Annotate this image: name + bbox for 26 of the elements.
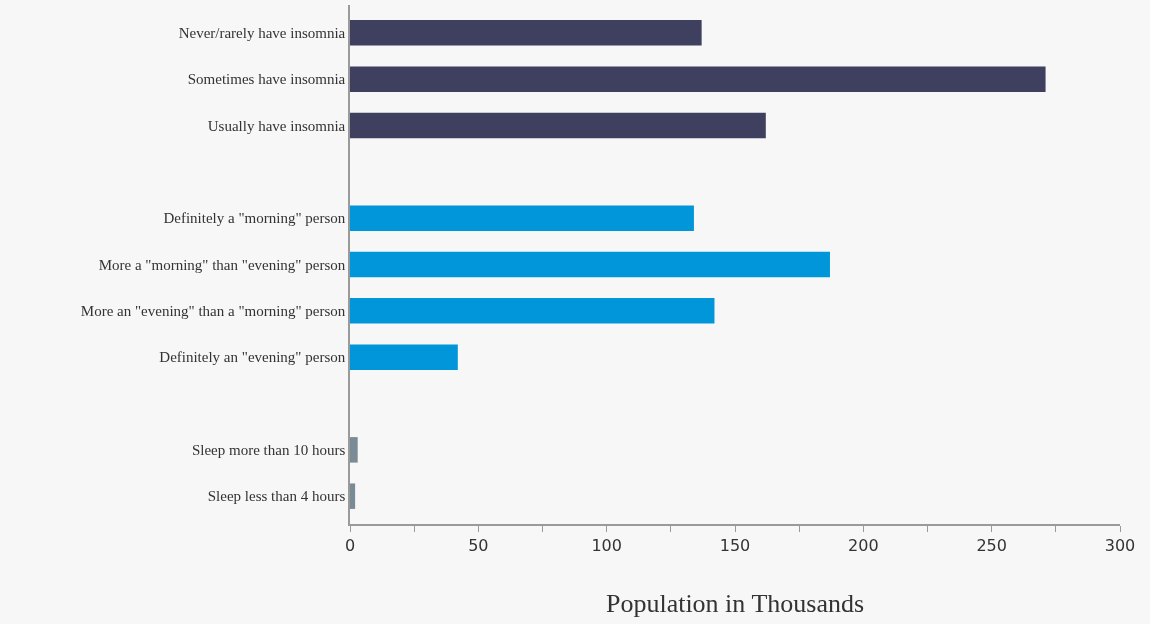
bar <box>350 344 458 370</box>
bar <box>350 205 694 231</box>
y-tick-label: Definitely an "evening" person <box>159 349 346 366</box>
y-tick-label: Usually have insomnia <box>207 117 346 134</box>
y-tick-label: Sometimes have insomnia <box>187 71 346 88</box>
bar <box>350 437 358 463</box>
bar <box>350 66 1046 92</box>
bar <box>350 20 702 46</box>
y-tick-label: Sleep less than 4 hours <box>207 488 346 505</box>
x-tick-label: 150 <box>719 535 751 555</box>
bar <box>350 298 715 324</box>
bar <box>350 251 830 278</box>
y-tick-label: Definitely a "morning" person <box>163 210 346 227</box>
y-tick-label: More a "morning" than "evening" person <box>98 256 346 273</box>
y-tick-label: More an "evening" than a "morning" person <box>80 303 346 320</box>
x-axis-title: Population in Thousands <box>605 589 865 619</box>
x-tick-label: 200 <box>848 535 879 555</box>
bar <box>350 483 356 509</box>
x-tick-label: 100 <box>591 535 622 555</box>
bar <box>350 112 766 139</box>
x-tick-label: 250 <box>976 535 1007 555</box>
y-tick-label: Never/rarely have insomnia <box>178 25 346 42</box>
x-tick-label: 300 <box>1104 535 1136 555</box>
y-tick-label: Sleep more than 10 hours <box>191 442 346 459</box>
x-tick-label: 50 <box>468 535 489 555</box>
x-tick-label: 0 <box>344 535 356 555</box>
